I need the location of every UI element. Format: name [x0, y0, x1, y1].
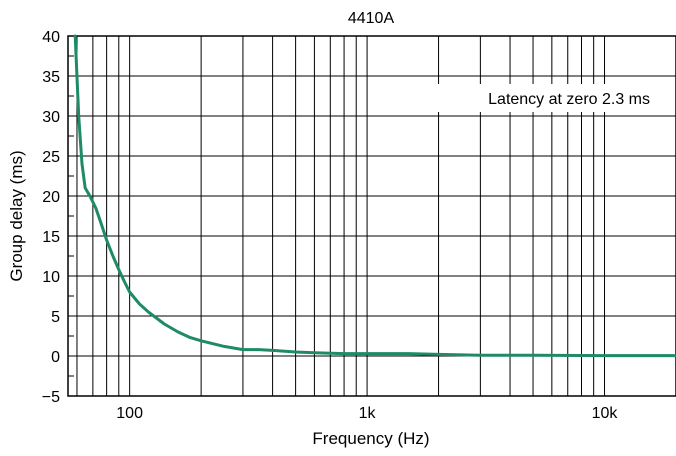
y-tick-label: 5	[51, 309, 60, 326]
x-tick-label: 1k	[359, 405, 377, 422]
annotation-box	[436, 84, 662, 112]
y-tick-label: 10	[42, 269, 60, 286]
axis-ticks	[68, 55, 74, 377]
y-tick-label: 25	[42, 149, 60, 166]
x-axis-title: Frequency (Hz)	[312, 429, 429, 448]
y-tick-label: 0	[51, 349, 60, 366]
grid-lines	[68, 35, 676, 397]
y-tick-label: 15	[42, 229, 60, 246]
series-line-group-delay	[73, 34, 676, 358]
latency-annotation: Latency at zero 2.3 ms	[488, 91, 650, 108]
tick-labels: −5 0 5 10 15 20 25 30 35 40 100 1k 10k	[42, 29, 619, 422]
y-tick-label: −5	[42, 389, 60, 406]
y-tick-label: 40	[42, 29, 60, 46]
y-tick-label: 35	[42, 69, 60, 86]
x-tick-label: 10k	[592, 405, 619, 422]
chart-title: 4410A	[348, 10, 395, 27]
y-axis-title: Group delay (ms)	[7, 150, 26, 281]
y-tick-label: 30	[42, 109, 60, 126]
x-tick-label: 100	[116, 405, 143, 422]
y-tick-label: 20	[42, 189, 60, 206]
